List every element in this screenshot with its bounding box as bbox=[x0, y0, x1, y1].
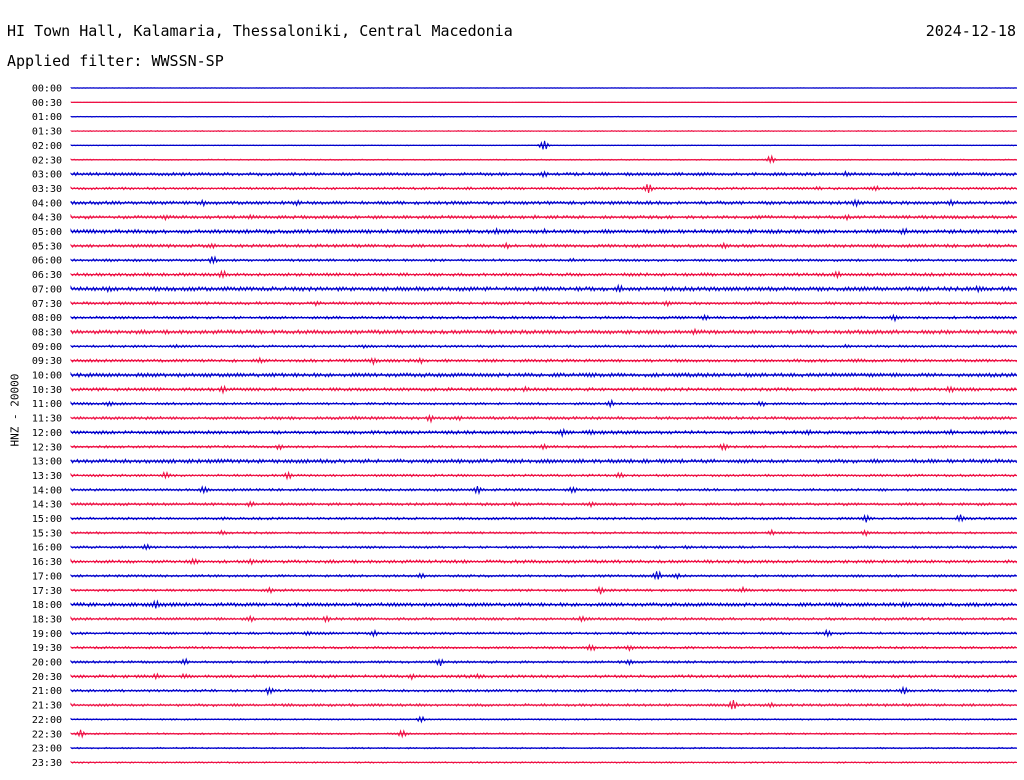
trace-label: 05:30 bbox=[32, 241, 62, 252]
date-label: 2024-12-18 bbox=[925, 22, 1016, 40]
trace-label: 21:00 bbox=[32, 686, 62, 697]
trace-label: 15:00 bbox=[32, 514, 62, 525]
filter-label: Applied filter: WWSSN-SP bbox=[7, 52, 224, 70]
trace-line bbox=[70, 413, 1017, 424]
trace-label: 01:00 bbox=[32, 112, 62, 123]
trace-label: 10:30 bbox=[32, 385, 62, 396]
trace-label: 03:00 bbox=[32, 170, 62, 181]
trace-label: 16:30 bbox=[32, 557, 62, 568]
trace-label: 16:00 bbox=[32, 543, 62, 554]
trace-label: 13:30 bbox=[32, 471, 62, 482]
trace-label: 06:30 bbox=[32, 270, 62, 281]
trace-label: 06:00 bbox=[32, 256, 62, 267]
trace-label: 07:30 bbox=[32, 299, 62, 310]
trace-label: 05:00 bbox=[32, 227, 62, 238]
trace-label: 01:30 bbox=[32, 127, 62, 138]
trace-label: 12:00 bbox=[32, 428, 62, 439]
trace-label: 10:00 bbox=[32, 371, 62, 382]
trace-label: 02:30 bbox=[32, 155, 62, 166]
trace-label: 14:30 bbox=[32, 500, 62, 511]
trace-label: 00:00 bbox=[32, 84, 62, 95]
trace-label: 09:30 bbox=[32, 356, 62, 367]
trace-label: 13:00 bbox=[32, 457, 62, 468]
trace-label: 17:30 bbox=[32, 586, 62, 597]
trace-label: 08:30 bbox=[32, 327, 62, 338]
trace-label: 19:00 bbox=[32, 629, 62, 640]
trace-label: 11:30 bbox=[32, 414, 62, 425]
trace-label: 23:00 bbox=[32, 744, 62, 755]
trace-label: 23:30 bbox=[32, 758, 62, 769]
trace-label: 04:00 bbox=[32, 198, 62, 209]
trace-label: 22:30 bbox=[32, 729, 62, 740]
trace-label: 18:00 bbox=[32, 600, 62, 611]
trace-line bbox=[70, 327, 1018, 336]
trace-label: 04:30 bbox=[32, 213, 62, 224]
trace-label: 08:00 bbox=[32, 313, 62, 324]
trace-label: 22:00 bbox=[32, 715, 62, 726]
trace-label: 02:00 bbox=[32, 141, 62, 152]
trace-label: 15:30 bbox=[32, 528, 62, 539]
trace-label: 12:30 bbox=[32, 442, 62, 453]
trace-label: 07:00 bbox=[32, 284, 62, 295]
trace-label: 03:30 bbox=[32, 184, 62, 195]
trace-label: 14:00 bbox=[32, 485, 62, 496]
trace-label: 21:30 bbox=[32, 701, 62, 712]
trace-label: 17:00 bbox=[32, 571, 62, 582]
trace-label: 18:30 bbox=[32, 614, 62, 625]
trace-label: 19:30 bbox=[32, 643, 62, 654]
trace-label: 11:00 bbox=[32, 399, 62, 410]
trace-label: 09:00 bbox=[32, 342, 62, 353]
trace-label: 20:00 bbox=[32, 658, 62, 669]
trace-label: 00:30 bbox=[32, 98, 62, 109]
station-title: HI Town Hall, Kalamaria, Thessaloniki, C… bbox=[7, 22, 513, 40]
trace-label: 20:30 bbox=[32, 672, 62, 683]
